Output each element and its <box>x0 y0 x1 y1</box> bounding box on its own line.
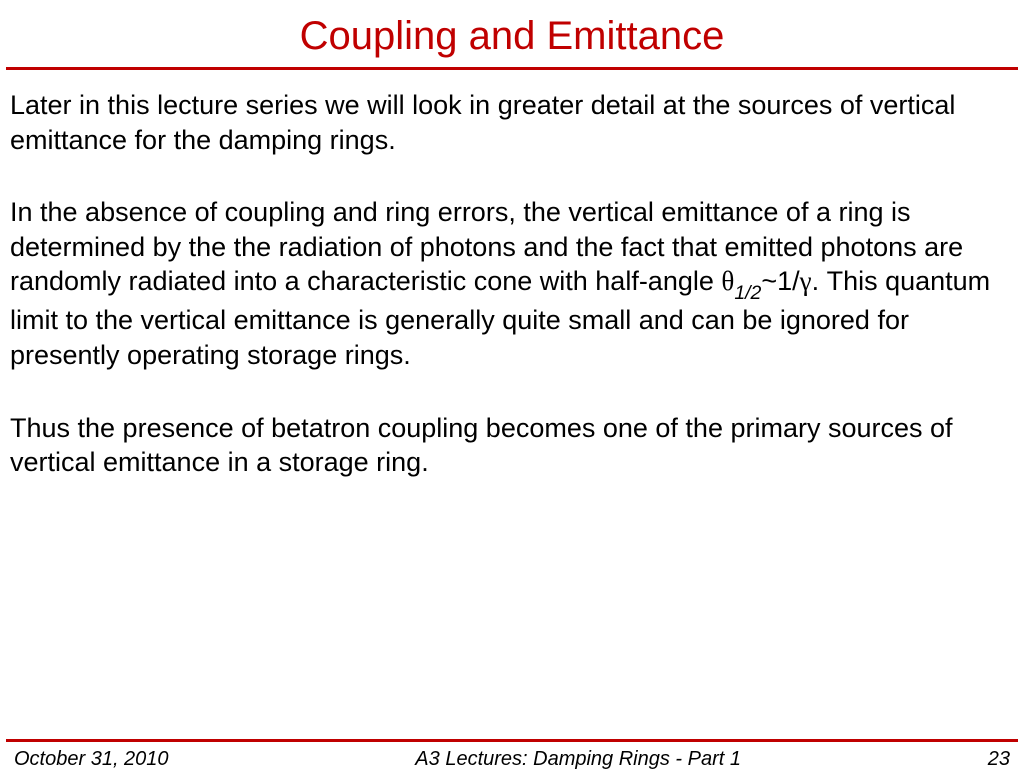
paragraph-3: Thus the presence of betatron coupling b… <box>10 411 1014 480</box>
slide-title: Coupling and Emittance <box>0 0 1024 67</box>
slide-footer: October 31, 2010 A3 Lectures: Damping Ri… <box>0 742 1024 781</box>
footer-page-number: 23 <box>988 748 1010 771</box>
theta-symbol: θ <box>721 266 734 296</box>
gamma-symbol: γ <box>800 266 812 296</box>
slide-container: Coupling and Emittance Later in this lec… <box>0 0 1024 781</box>
paragraph-1: Later in this lecture series we will loo… <box>10 88 1014 157</box>
theta-subscript: 1/2 <box>734 282 761 304</box>
p2-tilde: ~1/ <box>761 266 799 296</box>
footer-lecture-title: A3 Lectures: Damping Rings - Part 1 <box>169 748 988 771</box>
footer-date: October 31, 2010 <box>14 748 169 771</box>
paragraph-2: In the absence of coupling and ring erro… <box>10 195 1014 372</box>
slide-body: Later in this lecture series we will loo… <box>0 70 1024 739</box>
